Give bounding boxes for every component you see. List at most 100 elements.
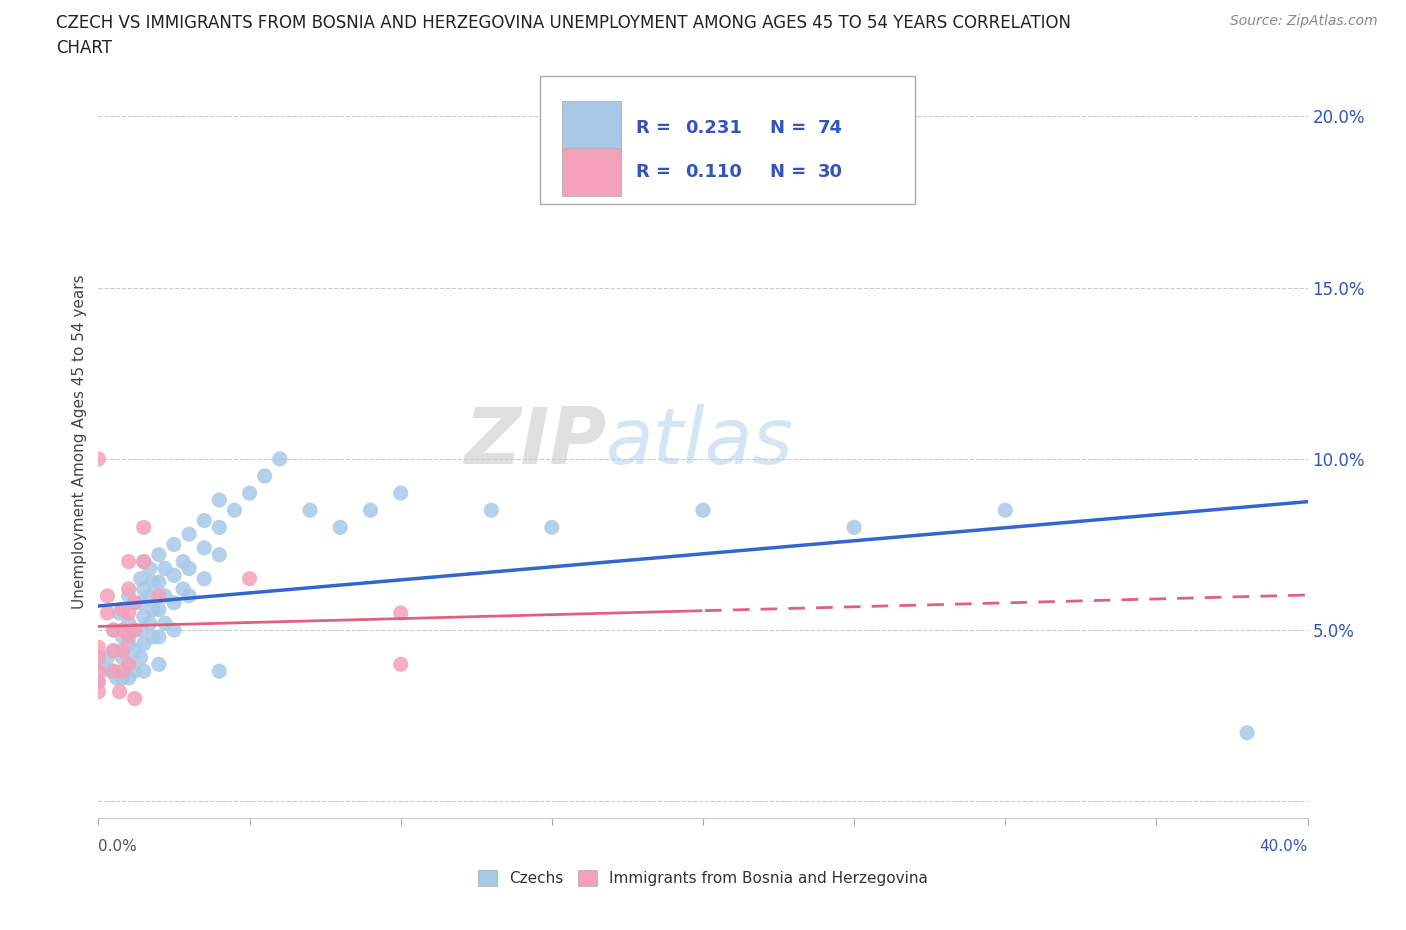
Point <box>103 664 125 679</box>
Point <box>118 630 141 644</box>
Point <box>103 644 125 658</box>
Point <box>111 644 134 658</box>
Point <box>129 571 152 586</box>
Point <box>118 554 141 569</box>
Point <box>118 636 141 651</box>
Point <box>111 664 134 679</box>
Point <box>172 581 194 596</box>
Text: Source: ZipAtlas.com: Source: ZipAtlas.com <box>1230 14 1378 28</box>
Point <box>208 520 231 535</box>
Text: 0.110: 0.110 <box>685 163 742 181</box>
Point <box>139 561 162 576</box>
Point <box>118 671 141 685</box>
Point <box>118 657 141 671</box>
Point <box>96 650 118 665</box>
Text: atlas: atlas <box>606 404 794 480</box>
Point <box>111 623 134 638</box>
Text: N =: N = <box>769 163 813 181</box>
Point <box>87 684 110 699</box>
Text: 74: 74 <box>818 119 842 137</box>
Text: 40.0%: 40.0% <box>1260 840 1308 855</box>
Point <box>96 605 118 620</box>
Point <box>87 657 110 671</box>
Point <box>208 493 231 508</box>
Text: CHART: CHART <box>56 39 112 57</box>
Point <box>124 623 146 638</box>
Text: R =: R = <box>637 163 678 181</box>
Point <box>163 595 186 610</box>
Point <box>153 589 176 604</box>
Point <box>142 602 165 617</box>
Point <box>139 616 162 631</box>
Point <box>132 554 155 569</box>
Point <box>118 616 141 631</box>
Text: R =: R = <box>637 119 678 137</box>
Point <box>153 561 176 576</box>
Point <box>142 630 165 644</box>
Point <box>118 657 141 671</box>
Point <box>87 674 110 689</box>
Text: N =: N = <box>769 119 813 137</box>
Point <box>389 605 412 620</box>
Point <box>360 503 382 518</box>
Point <box>139 589 162 604</box>
Point <box>540 520 562 535</box>
Point <box>163 623 186 638</box>
FancyBboxPatch shape <box>561 148 621 196</box>
Point <box>87 664 110 679</box>
Point <box>132 636 155 651</box>
Point <box>118 589 141 604</box>
Point <box>208 547 231 562</box>
FancyBboxPatch shape <box>561 101 621 153</box>
Point <box>179 589 201 604</box>
Point <box>208 664 231 679</box>
Point <box>87 640 110 655</box>
Point <box>389 485 412 500</box>
Point <box>100 664 122 679</box>
Point <box>179 526 201 541</box>
Point <box>129 650 152 665</box>
Point <box>129 595 152 610</box>
Legend: Czechs, Immigrants from Bosnia and Herzegovina: Czechs, Immigrants from Bosnia and Herze… <box>478 870 928 886</box>
Point <box>129 623 152 638</box>
Point <box>124 691 146 706</box>
Point <box>124 664 146 679</box>
Point <box>163 568 186 583</box>
Point <box>179 561 201 576</box>
Point <box>389 657 412 671</box>
Point <box>111 650 134 665</box>
Point <box>87 650 110 665</box>
Point <box>692 503 714 518</box>
Point <box>193 540 215 555</box>
Point <box>108 605 131 620</box>
Point <box>142 575 165 590</box>
Point <box>87 674 110 689</box>
Point <box>299 503 322 518</box>
Point <box>193 513 215 528</box>
Y-axis label: Unemployment Among Ages 45 to 54 years: Unemployment Among Ages 45 to 54 years <box>72 274 87 609</box>
Point <box>148 575 170 590</box>
Text: ZIP: ZIP <box>464 404 606 480</box>
Point <box>148 589 170 604</box>
Point <box>124 595 146 610</box>
Point <box>148 657 170 671</box>
Point <box>111 602 134 617</box>
Point <box>329 520 352 535</box>
Point <box>1236 725 1258 740</box>
Point <box>193 571 215 586</box>
Point <box>132 581 155 596</box>
Point <box>111 630 134 644</box>
Text: 0.231: 0.231 <box>685 119 742 137</box>
FancyBboxPatch shape <box>540 76 915 205</box>
Point <box>132 520 155 535</box>
Point <box>239 485 262 500</box>
Point <box>224 503 246 518</box>
Text: 30: 30 <box>818 163 842 181</box>
Text: CZECH VS IMMIGRANTS FROM BOSNIA AND HERZEGOVINA UNEMPLOYMENT AMONG AGES 45 TO 54: CZECH VS IMMIGRANTS FROM BOSNIA AND HERZ… <box>56 14 1071 32</box>
Point <box>132 664 155 679</box>
Point <box>269 451 291 466</box>
Point <box>103 644 125 658</box>
Text: 0.0%: 0.0% <box>98 840 138 855</box>
Point <box>481 503 503 518</box>
Point <box>844 520 866 535</box>
